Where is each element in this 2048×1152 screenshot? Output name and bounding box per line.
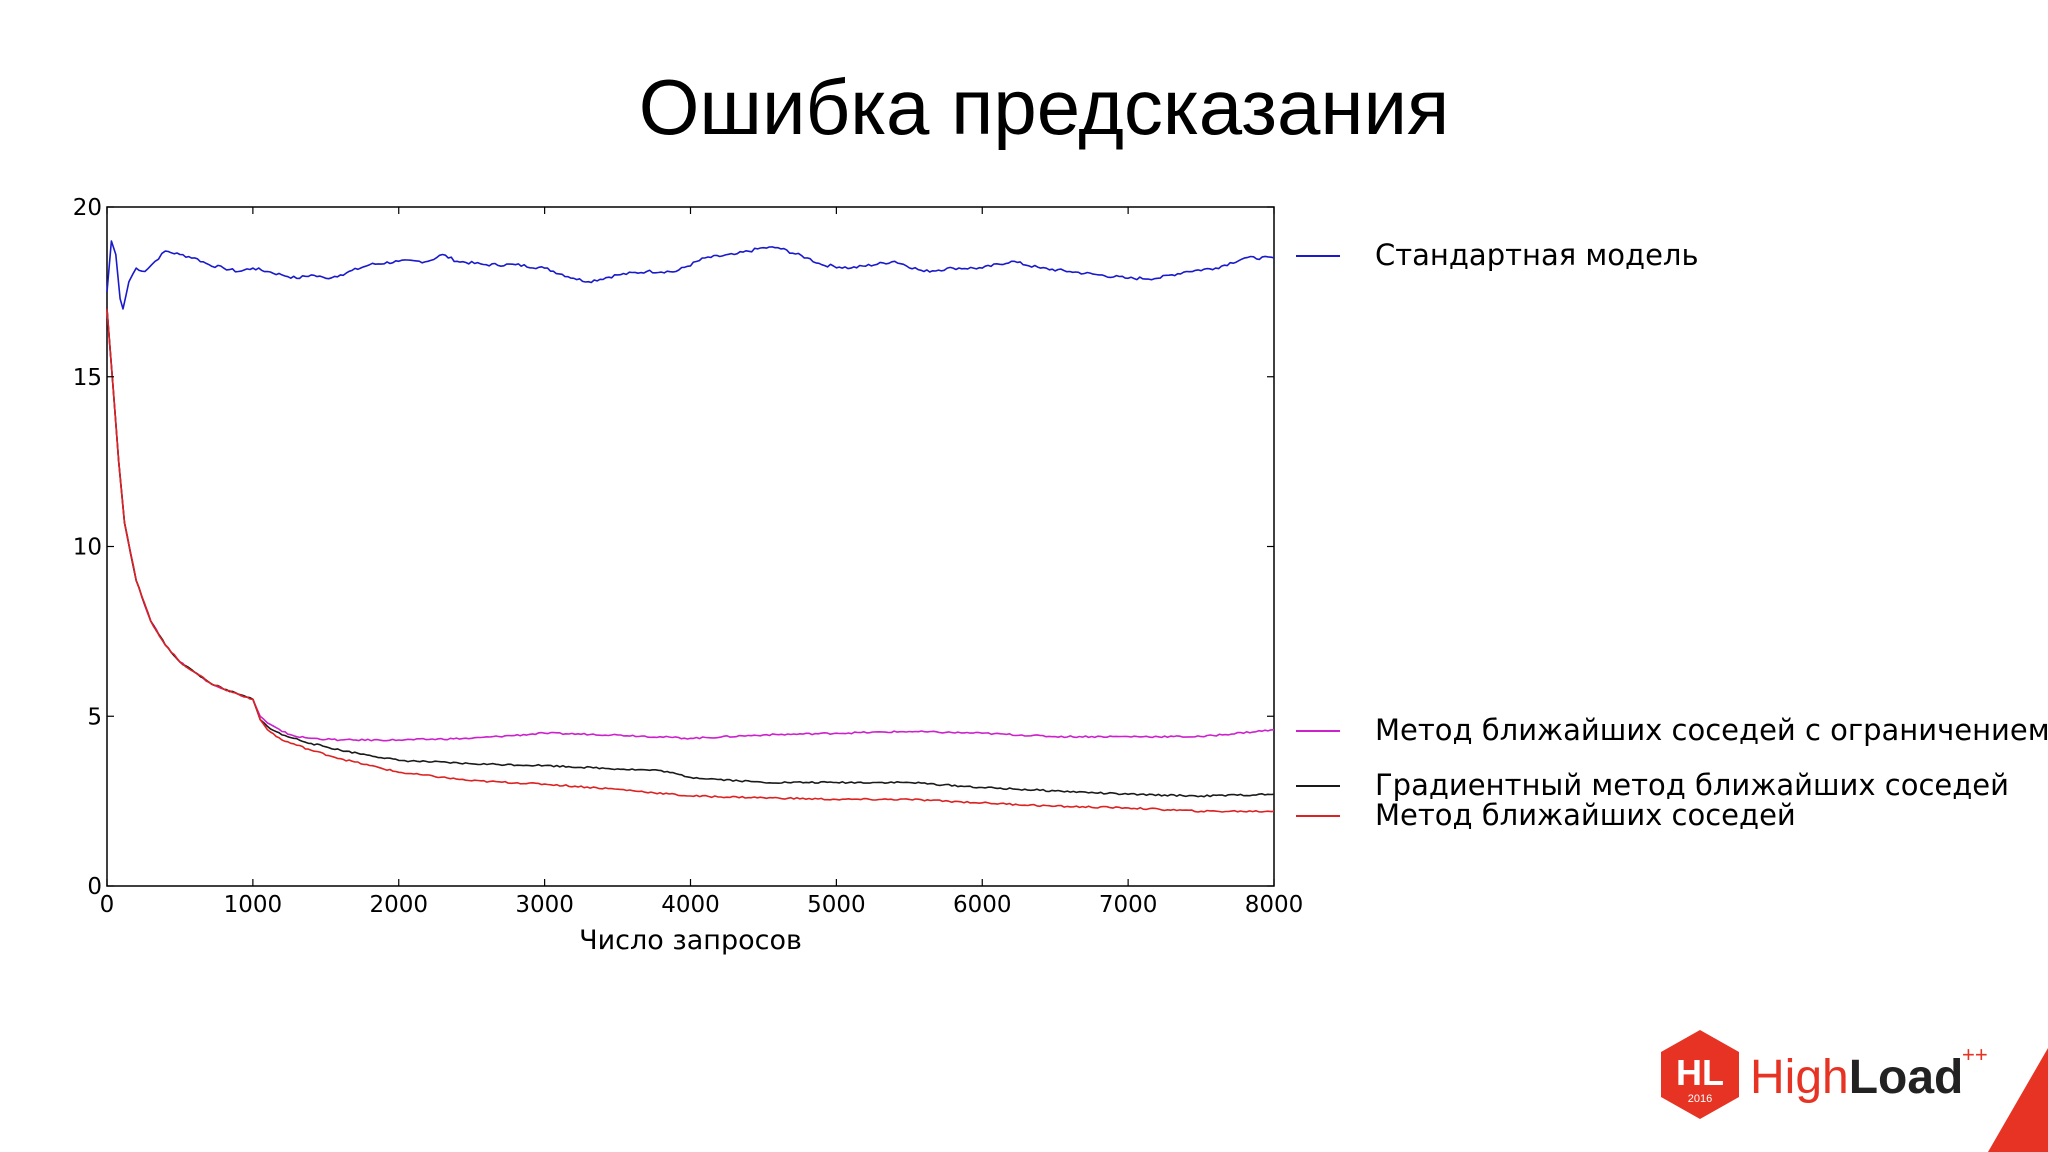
series-line bbox=[106, 240, 1275, 310]
legend: Стандартная модель Метод ближайших соседе… bbox=[1296, 238, 2048, 832]
x-tick-label: 4000 bbox=[661, 892, 720, 918]
legend-label: Метод ближайших соседей bbox=[1375, 798, 1796, 832]
logo-name: HighLoad bbox=[1750, 1051, 1963, 1104]
logo-badge-year: 2016 bbox=[1688, 1093, 1712, 1105]
series-line bbox=[106, 308, 1275, 742]
axis-ticks: 0 1000 2000 3000 4000 5000 6000 7000 8000 0 5 10 15 2… bbox=[73, 195, 1304, 918]
x-tick-label: 2000 bbox=[369, 892, 428, 918]
logo-name-high: High bbox=[1750, 1051, 1849, 1104]
y-tick-label: 0 bbox=[87, 874, 102, 900]
series-line bbox=[106, 308, 1275, 798]
logo-hexagon-icon bbox=[1661, 1030, 1739, 1119]
x-tick-label: 1000 bbox=[224, 892, 283, 918]
plot-frame bbox=[106, 206, 1275, 887]
y-tick-label: 5 bbox=[87, 704, 102, 730]
highload-logo: HL 2016 HighLoad ++ bbox=[1661, 1030, 2048, 1152]
x-tick-label: 7000 bbox=[1099, 892, 1158, 918]
x-tick-label: 6000 bbox=[953, 892, 1012, 918]
series-layer bbox=[106, 240, 1275, 813]
x-tick-label: 0 bbox=[100, 892, 115, 918]
x-tick-label: 5000 bbox=[807, 892, 866, 918]
legend-label: Градиентный метод ближайших соседей bbox=[1375, 768, 2009, 802]
x-tick-label: 3000 bbox=[515, 892, 574, 918]
slide-title: Ошибка предсказания bbox=[638, 63, 1450, 151]
x-tick-label: 8000 bbox=[1245, 892, 1304, 918]
series-line bbox=[106, 308, 1275, 813]
plot-area bbox=[106, 206, 1275, 887]
logo-name-load: Load bbox=[1849, 1051, 1964, 1104]
y-tick-label: 10 bbox=[73, 535, 102, 561]
y-tick-label: 20 bbox=[73, 195, 102, 221]
logo-badge-text: HL bbox=[1676, 1052, 1724, 1093]
legend-label: Стандартная модель bbox=[1375, 238, 1699, 272]
logo-superscript: ++ bbox=[1962, 1042, 1988, 1067]
x-axis-label: Число запросов bbox=[579, 925, 802, 956]
y-tick-label: 15 bbox=[73, 365, 102, 391]
corner-triangle bbox=[1988, 1048, 2048, 1152]
legend-label: Метод ближайших соседей с ограничением bbox=[1375, 713, 2048, 747]
